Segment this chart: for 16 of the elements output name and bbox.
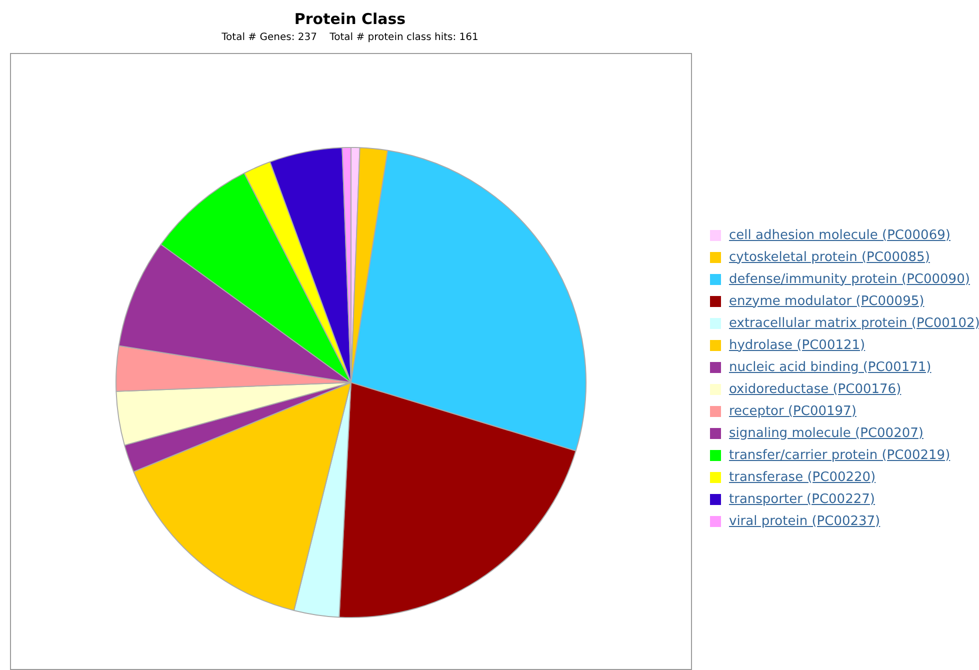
legend-label: hydrolase (PC00121) [729, 338, 866, 352]
legend-label: enzyme modulator (PC00095) [729, 294, 924, 308]
legend-label: extracellular matrix protein (PC00102) [729, 316, 979, 330]
legend-label: defense/immunity protein (PC00090) [729, 272, 970, 286]
legend-label: transferase (PC00220) [729, 470, 876, 484]
legend-label: signaling molecule (PC00207) [729, 426, 924, 440]
legend-label: viral protein (PC00237) [729, 514, 880, 528]
chart-subtitle: Total # Genes: 237 Total # protein class hits: 161 [220, 32, 480, 43]
chart-title: Protein Class [293, 10, 407, 28]
legend-label: cytoskeletal protein (PC00085) [729, 250, 930, 264]
legend-label: nucleic acid binding (PC00171) [729, 360, 932, 374]
legend-label: oxidoreductase (PC00176) [729, 382, 902, 396]
legend-label: cell adhesion molecule (PC00069) [729, 228, 950, 242]
legend-label: transporter (PC00227) [729, 492, 875, 506]
legend-label: transfer/carrier protein (PC00219) [729, 448, 950, 462]
legend-label: receptor (PC00197) [729, 404, 856, 418]
